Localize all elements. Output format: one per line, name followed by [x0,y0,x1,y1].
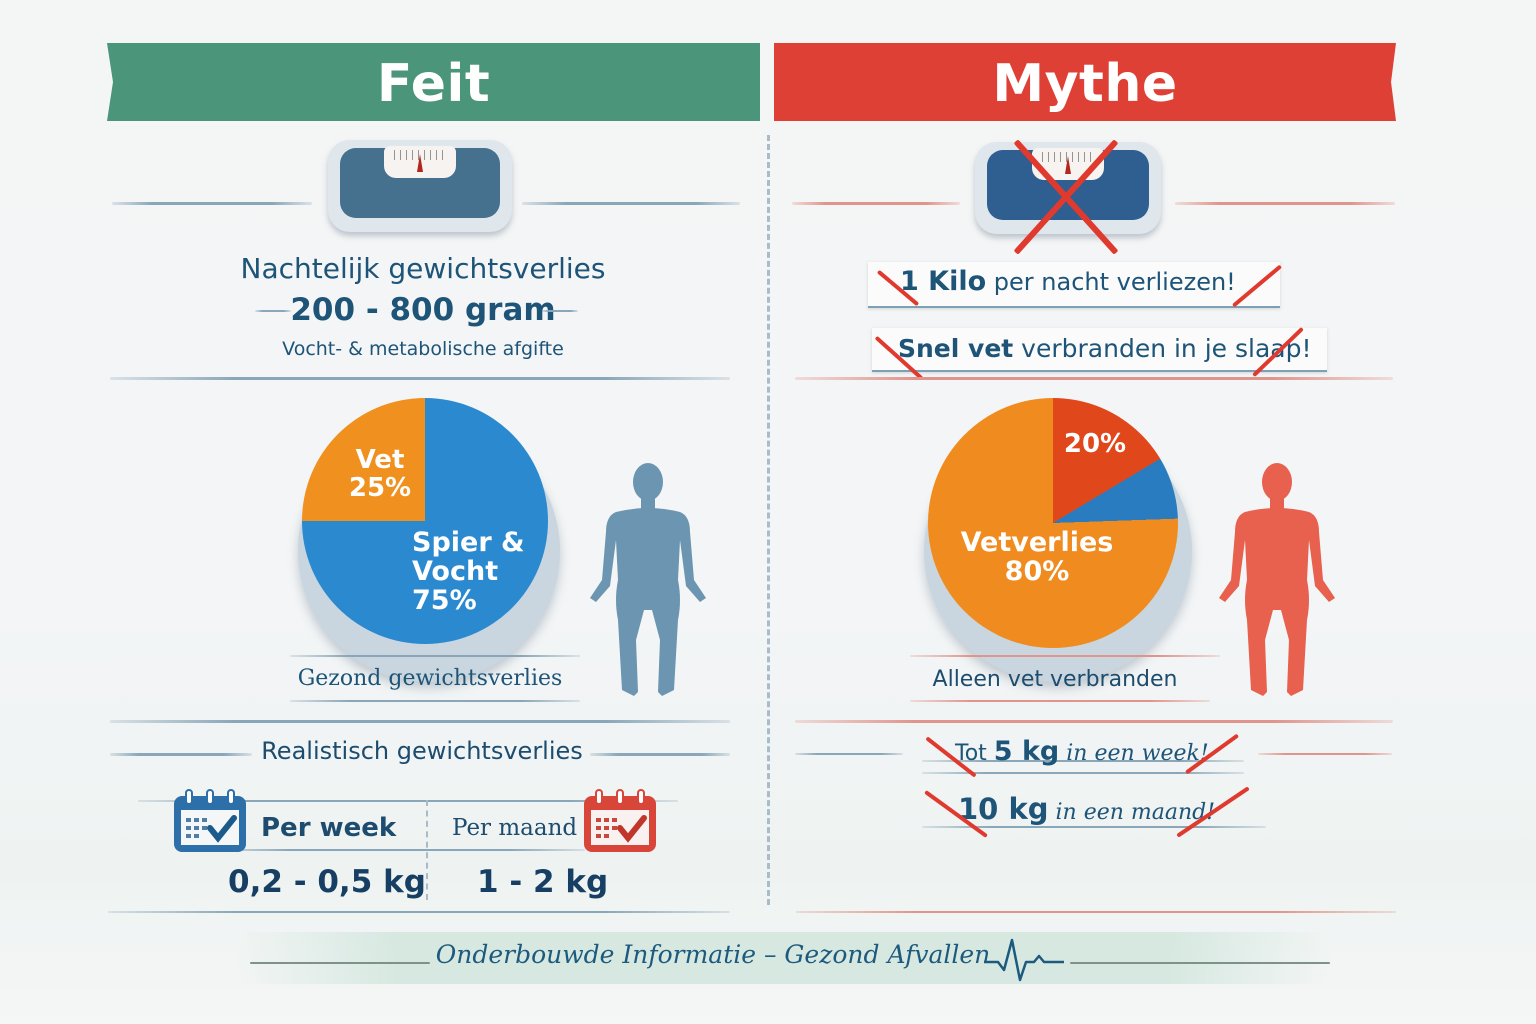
myth-bottom-claim-1: Tot 5 kg in een week! [955,736,1209,767]
myth-bottom-claim-2: 10 kg in een maand! [958,792,1216,826]
divider-line [795,720,1393,723]
per-month-label: Per maand [452,815,578,841]
divider-line [110,377,730,380]
divider-line [1175,202,1395,205]
pie-label-vetverlies: Vetverlies 80% [960,527,1114,588]
underline [922,772,1244,774]
heartbeat-icon [984,938,1064,982]
mythe-banner: Mythe [774,43,1396,121]
divider-line [590,753,730,756]
footer-text: Onderbouwde Informatie – Gezond Afvallen [435,940,991,969]
divider-line [112,202,312,205]
divider-line [215,849,585,851]
underline [922,826,1266,828]
myth-claim-paper [872,328,1327,372]
pie-label-spier-vocht: Spier & Vocht 75% [412,527,525,617]
feit-subtitle: Vocht- & metabolische afgifte [282,338,564,360]
divider-line [290,700,580,702]
per-month-value: 1 - 2 kg [477,864,609,900]
divider-line [108,911,730,913]
divider-line [138,800,678,802]
divider-line [1258,753,1392,755]
per-week-value: 0,2 - 0,5 kg [228,864,426,900]
dash-icon [542,310,578,312]
dash-icon [255,310,291,312]
calendar-check-icon [174,789,246,852]
divider-line [110,720,730,723]
column-divider [426,800,428,900]
pie-label-vet: Vet 25% [348,445,412,504]
feit-pie-chart [302,398,548,644]
myth-claim-1: 1 Kilo per nacht verliezen! [900,266,1236,297]
footer-band [235,932,1331,984]
crossed-scale-icon [975,142,1161,234]
footer: Onderbouwde Informatie – Gezond Afvallen [0,940,1536,969]
footer-line-left [250,962,430,964]
mythe-pie-chart [928,398,1178,648]
divider-line [910,700,1210,702]
divider-line [290,655,580,657]
myth-claim-2: Snel vet verbranden in je slaap! [898,334,1312,363]
feit-headline: Nachtelijk gewichtsverlies [240,252,606,285]
feit-banner: Feit [107,43,760,121]
myth-claim-paper [868,262,1280,308]
footer-line-right [1070,962,1330,964]
underline [922,760,1244,762]
fat-burning-body-figure-icon [1219,463,1335,696]
center-divider [767,135,770,905]
bathroom-scale-icon [328,140,512,232]
divider-line [795,377,1393,380]
feit-range: 200 - 800 gram [290,292,556,328]
divider-line [910,655,1220,657]
pie-label-20: 20% [1063,429,1127,459]
divider-line [795,753,903,755]
feit-pie-caption: Gezond gewichtsverlies [297,666,563,691]
mythe-pie-caption: Alleen vet verbranden [932,667,1178,692]
feit-banner-title: Feit [376,54,491,114]
calendar-check-icon-red [584,789,656,852]
realistic-title: Realistisch gewichtsverlies [261,737,583,765]
mythe-banner-title: Mythe [992,54,1178,114]
healthy-body-figure-icon [590,463,706,696]
divider-line [792,202,960,205]
divider-line [522,202,740,205]
divider-line [796,911,1396,913]
divider-line [110,753,252,756]
per-week-label: Per week [261,813,397,843]
